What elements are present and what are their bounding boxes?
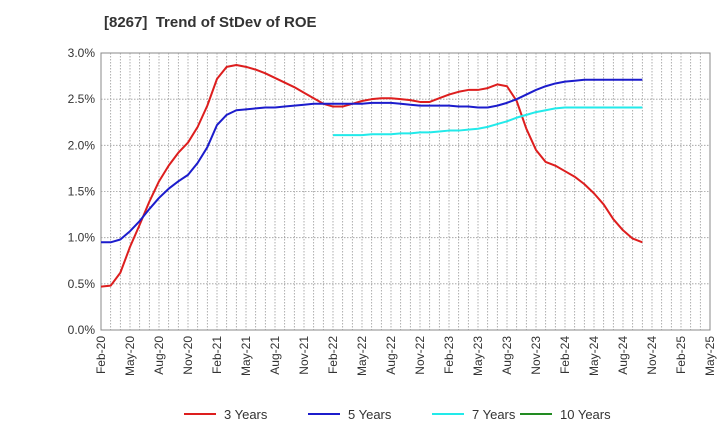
x-tick-label: Feb-25 — [674, 336, 688, 374]
x-tick-label: Aug-20 — [152, 336, 166, 375]
axes: 0.0% 0.5% 1.0% 1.5% 2.0% 2.5% 3.0% Feb-20 May-20… — [68, 46, 717, 376]
x-tick-label: May-22 — [355, 336, 369, 376]
series-lines — [100, 64, 643, 288]
y-tick-label: 2.5% — [68, 92, 96, 106]
x-tick-label: Feb-24 — [558, 336, 572, 374]
x-tick-label: Nov-21 — [297, 336, 311, 375]
series-line-3-years — [100, 64, 643, 288]
x-tick-label: Aug-23 — [500, 336, 514, 375]
series-line-5-years — [101, 78, 643, 244]
x-tick-label: May-21 — [239, 336, 253, 376]
x-tick-label: May-23 — [471, 336, 485, 376]
chart-title: [8267] Trend of StDev of ROE — [104, 14, 317, 31]
x-tick-label: Nov-22 — [413, 336, 427, 375]
x-tick-label: Aug-21 — [268, 336, 282, 375]
x-tick-label: Nov-23 — [529, 336, 543, 375]
x-tick-label: May-20 — [123, 336, 137, 376]
x-tick-label: Aug-24 — [616, 336, 630, 375]
x-tick-label: Feb-23 — [442, 336, 456, 374]
y-tick-label: 3.0% — [68, 46, 96, 60]
y-tick-label: 2.0% — [68, 138, 96, 152]
x-tick-label: Aug-22 — [384, 336, 398, 375]
legend: 3 Years 5 Years 7 Years 10 Years — [184, 407, 611, 422]
legend-label: 10 Years — [560, 407, 611, 422]
series-line-7-years — [333, 106, 643, 137]
x-tick-label: Feb-20 — [94, 336, 108, 374]
x-tick-label: Nov-20 — [181, 336, 195, 375]
grid — [100, 52, 711, 331]
x-tick-label: Feb-22 — [326, 336, 340, 374]
y-tick-label: 0.0% — [68, 323, 96, 337]
y-tick-label: 0.5% — [68, 277, 96, 291]
x-tick-label: May-24 — [587, 336, 601, 376]
y-tick-label: 1.0% — [68, 231, 96, 245]
legend-label: 7 Years — [472, 407, 516, 422]
legend-label: 3 Years — [224, 407, 268, 422]
x-tick-label: Nov-24 — [645, 336, 659, 375]
x-tick-label: Feb-21 — [210, 336, 224, 374]
x-tick-label: May-25 — [703, 336, 717, 376]
legend-label: 5 Years — [348, 407, 392, 422]
y-tick-label: 1.5% — [68, 185, 96, 199]
